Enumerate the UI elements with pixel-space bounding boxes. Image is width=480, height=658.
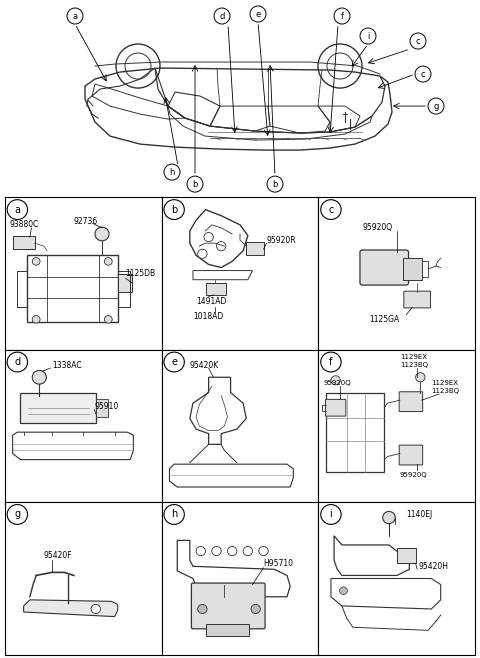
Text: 1140EJ: 1140EJ	[406, 510, 432, 519]
Circle shape	[32, 316, 40, 323]
Text: b: b	[272, 180, 278, 189]
Text: 1123BQ: 1123BQ	[432, 388, 459, 394]
Text: h: h	[169, 168, 175, 176]
Circle shape	[243, 547, 252, 555]
Text: b: b	[171, 205, 177, 215]
Circle shape	[95, 227, 109, 241]
Text: 1491AD: 1491AD	[196, 297, 227, 305]
Text: 95910: 95910	[94, 402, 119, 411]
Circle shape	[32, 258, 40, 265]
Circle shape	[259, 547, 268, 555]
Circle shape	[321, 505, 341, 524]
Circle shape	[321, 199, 341, 220]
Text: 95920Q: 95920Q	[400, 472, 428, 478]
Text: 1338AC: 1338AC	[52, 361, 82, 370]
Text: 95920R: 95920R	[267, 236, 296, 245]
Circle shape	[331, 376, 340, 385]
FancyBboxPatch shape	[325, 399, 346, 416]
Circle shape	[7, 505, 27, 524]
Circle shape	[360, 28, 376, 44]
Circle shape	[228, 547, 237, 555]
FancyBboxPatch shape	[205, 624, 250, 636]
Text: c: c	[328, 205, 334, 215]
Circle shape	[196, 547, 205, 555]
Circle shape	[339, 587, 348, 594]
Text: e: e	[171, 357, 177, 367]
Text: f: f	[329, 357, 333, 367]
Text: 95920Q: 95920Q	[323, 380, 351, 386]
Circle shape	[428, 98, 444, 114]
Circle shape	[7, 199, 27, 220]
FancyBboxPatch shape	[397, 548, 416, 563]
Circle shape	[104, 316, 112, 323]
FancyBboxPatch shape	[96, 399, 108, 417]
Text: c: c	[416, 37, 420, 45]
Text: 95420H: 95420H	[419, 562, 449, 570]
Text: b: b	[192, 180, 198, 189]
Circle shape	[164, 164, 180, 180]
FancyBboxPatch shape	[12, 236, 35, 249]
FancyBboxPatch shape	[192, 583, 265, 629]
Circle shape	[187, 176, 203, 192]
Circle shape	[321, 352, 341, 372]
Circle shape	[416, 372, 425, 382]
Text: a: a	[72, 11, 78, 20]
Text: 1018AD: 1018AD	[193, 312, 224, 321]
Text: 1125GA: 1125GA	[369, 315, 399, 324]
Circle shape	[267, 176, 283, 192]
FancyBboxPatch shape	[403, 259, 422, 280]
Text: g: g	[14, 509, 21, 519]
FancyBboxPatch shape	[205, 283, 226, 295]
Text: g: g	[433, 101, 439, 111]
Text: 95420K: 95420K	[190, 361, 219, 370]
Circle shape	[198, 605, 207, 613]
Text: f: f	[340, 11, 344, 20]
Text: H95710: H95710	[264, 559, 293, 568]
Circle shape	[251, 605, 260, 613]
Circle shape	[198, 249, 207, 259]
FancyBboxPatch shape	[118, 274, 132, 292]
Circle shape	[7, 352, 27, 372]
FancyBboxPatch shape	[360, 250, 408, 285]
Text: h: h	[171, 509, 177, 519]
Circle shape	[32, 370, 47, 384]
Text: 1123BQ: 1123BQ	[400, 362, 428, 368]
Circle shape	[383, 511, 395, 524]
Circle shape	[415, 66, 431, 82]
Text: i: i	[367, 32, 369, 41]
Text: 95420F: 95420F	[44, 551, 72, 560]
Circle shape	[164, 352, 184, 372]
Circle shape	[67, 8, 83, 24]
FancyBboxPatch shape	[404, 291, 431, 308]
Text: 92736: 92736	[74, 217, 98, 226]
Circle shape	[250, 6, 266, 22]
Text: d: d	[219, 11, 225, 20]
Circle shape	[204, 232, 213, 241]
Circle shape	[410, 33, 426, 49]
Polygon shape	[24, 600, 118, 617]
Circle shape	[212, 547, 221, 555]
Circle shape	[216, 241, 226, 251]
Circle shape	[91, 605, 100, 613]
Text: 1125DB: 1125DB	[126, 269, 156, 278]
Text: 1129EX: 1129EX	[432, 380, 458, 386]
Text: 1129EX: 1129EX	[400, 355, 427, 361]
Circle shape	[104, 258, 112, 265]
Text: c: c	[420, 70, 425, 78]
FancyBboxPatch shape	[21, 393, 96, 423]
FancyBboxPatch shape	[399, 392, 423, 411]
Text: a: a	[14, 205, 20, 215]
FancyBboxPatch shape	[399, 445, 423, 465]
Circle shape	[164, 199, 184, 220]
Circle shape	[334, 8, 350, 24]
Circle shape	[164, 505, 184, 524]
Text: e: e	[255, 9, 261, 18]
Circle shape	[214, 8, 230, 24]
FancyBboxPatch shape	[246, 241, 264, 255]
Text: 95920Q: 95920Q	[363, 223, 393, 232]
Text: i: i	[330, 509, 332, 519]
Text: d: d	[14, 357, 21, 367]
Text: 93880C: 93880C	[10, 220, 39, 230]
